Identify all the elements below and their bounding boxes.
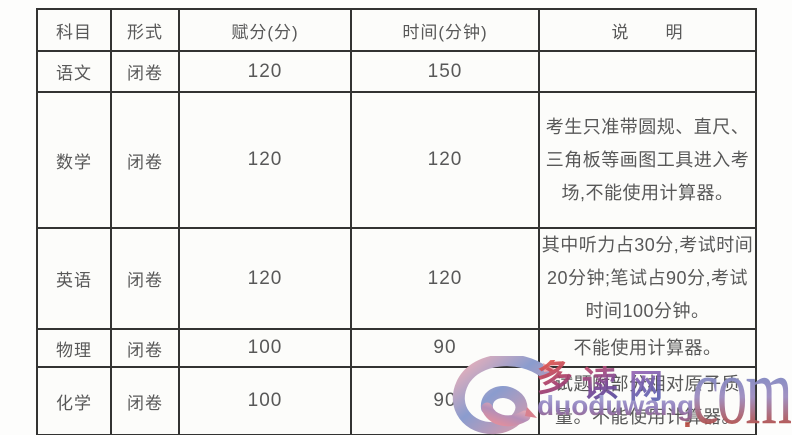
cell-time: 120 bbox=[350, 91, 540, 229]
table-row: 化学 闭卷 100 90 试题附部分相对原子质量。不能使用计算器。 bbox=[36, 366, 757, 435]
cell-subject: 英语 bbox=[36, 227, 112, 330]
header-notes: 说 明 bbox=[538, 8, 757, 52]
cell-note: 其中听力占30分,考试时间20分钟;笔试占90分,考试时间100分钟。 bbox=[538, 227, 757, 330]
cell-time: 150 bbox=[350, 50, 540, 93]
header-format: 形式 bbox=[110, 8, 180, 52]
cell-subject: 数学 bbox=[36, 91, 112, 229]
cell-score: 120 bbox=[178, 227, 352, 330]
cell-subject: 物理 bbox=[36, 328, 112, 368]
cell-score: 120 bbox=[178, 50, 352, 93]
cell-note bbox=[538, 50, 757, 93]
table-row: 物理 闭卷 100 90 不能使用计算器。 bbox=[36, 328, 757, 368]
table-header-row: 科目 形式 赋分(分) 时间(分钟) 说 明 bbox=[36, 8, 757, 52]
cell-note: 考生只准带圆规、直尺、三角板等画图工具进入考场,不能使用计算器。 bbox=[538, 91, 757, 229]
cell-score: 100 bbox=[178, 366, 352, 435]
cell-subject: 化学 bbox=[36, 366, 112, 435]
cell-note: 试题附部分相对原子质量。不能使用计算器。 bbox=[538, 366, 757, 435]
cell-subject: 语文 bbox=[36, 50, 112, 93]
exam-schedule-table: 科目 形式 赋分(分) 时间(分钟) 说 明 语文 闭卷 120 150 数学 … bbox=[36, 8, 757, 435]
cell-score: 120 bbox=[178, 91, 352, 229]
cell-format: 闭卷 bbox=[110, 227, 180, 330]
cell-time: 90 bbox=[350, 328, 540, 368]
cell-format: 闭卷 bbox=[110, 91, 180, 229]
header-subject: 科目 bbox=[36, 8, 112, 52]
table-row: 语文 闭卷 120 150 bbox=[36, 50, 757, 93]
cell-time: 90 bbox=[350, 366, 540, 435]
table-row: 数学 闭卷 120 120 考生只准带圆规、直尺、三角板等画图工具进入考场,不能… bbox=[36, 91, 757, 229]
cell-format: 闭卷 bbox=[110, 366, 180, 435]
cell-note: 不能使用计算器。 bbox=[538, 328, 757, 368]
cell-time: 120 bbox=[350, 227, 540, 330]
header-score: 赋分(分) bbox=[178, 8, 352, 52]
header-time: 时间(分钟) bbox=[350, 8, 540, 52]
cell-score: 100 bbox=[178, 328, 352, 368]
cell-format: 闭卷 bbox=[110, 50, 180, 93]
cell-format: 闭卷 bbox=[110, 328, 180, 368]
table-row: 英语 闭卷 120 120 其中听力占30分,考试时间20分钟;笔试占90分,考… bbox=[36, 227, 757, 330]
